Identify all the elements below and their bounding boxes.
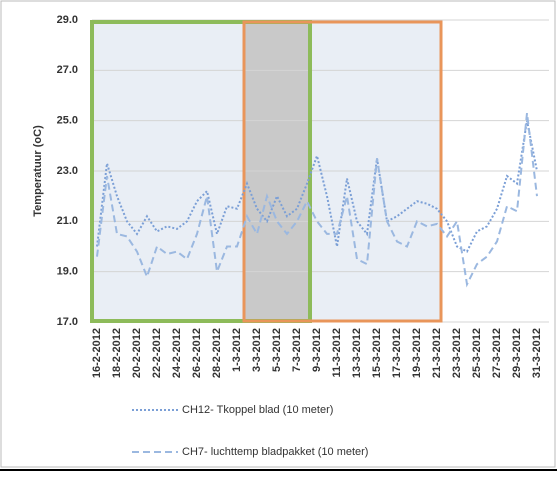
x-tick-label: 5-3-2012 xyxy=(271,328,283,372)
x-tick-label: 21-3-2012 xyxy=(431,328,443,378)
y-tick-label: 25.0 xyxy=(57,115,78,127)
x-tick-label: 29-3-2012 xyxy=(511,328,523,378)
y-tick-label: 17.0 xyxy=(57,316,78,328)
x-tick-label: 31-3-2012 xyxy=(531,328,543,378)
x-tick-label: 20-2-2012 xyxy=(131,328,143,378)
y-tick-label: 29.0 xyxy=(57,14,78,26)
y-tick-label: 21.0 xyxy=(57,215,78,227)
y-axis-label: Temperatuur (oC) xyxy=(32,125,44,217)
x-tick-label: 26-2-2012 xyxy=(191,328,203,378)
series-line xyxy=(96,120,538,253)
x-tick-label: 17-3-2012 xyxy=(391,328,403,378)
x-tick-label: 23-3-2012 xyxy=(451,328,463,378)
x-tick-label: 3-3-2012 xyxy=(251,328,263,372)
x-tick-label: 11-3-2012 xyxy=(331,328,343,378)
series-line xyxy=(96,112,538,288)
green-box xyxy=(90,20,312,323)
x-tick-label: 25-3-2012 xyxy=(471,328,483,378)
x-tick-label: 13-3-2012 xyxy=(351,328,363,378)
x-tick-label: 22-2-2012 xyxy=(151,328,163,378)
y-tick-label: 19.0 xyxy=(57,266,78,278)
x-tick-label: 24-2-2012 xyxy=(171,328,183,378)
legend-label: CH7- luchttemp bladpakket (10 meter) xyxy=(182,446,368,458)
x-tick-label: 9-3-2012 xyxy=(311,328,323,372)
y-tick-label: 23.0 xyxy=(57,165,78,177)
y-tick-label: 27.0 xyxy=(57,64,78,76)
x-tick-label: 27-3-2012 xyxy=(491,328,503,378)
x-tick-label: 28-2-2012 xyxy=(211,328,223,378)
legend-label: CH12- Tkoppel blad (10 meter) xyxy=(182,404,333,416)
x-tick-label: 15-3-2012 xyxy=(371,328,383,378)
x-tick-label: 19-3-2012 xyxy=(411,328,423,378)
x-tick-label: 18-2-2012 xyxy=(111,328,123,378)
x-tick-label: 1-3-2012 xyxy=(231,328,243,372)
orange-box xyxy=(242,20,443,323)
x-tick-label: 16-2-2012 xyxy=(91,328,103,378)
x-tick-label: 7-3-2012 xyxy=(291,328,303,372)
